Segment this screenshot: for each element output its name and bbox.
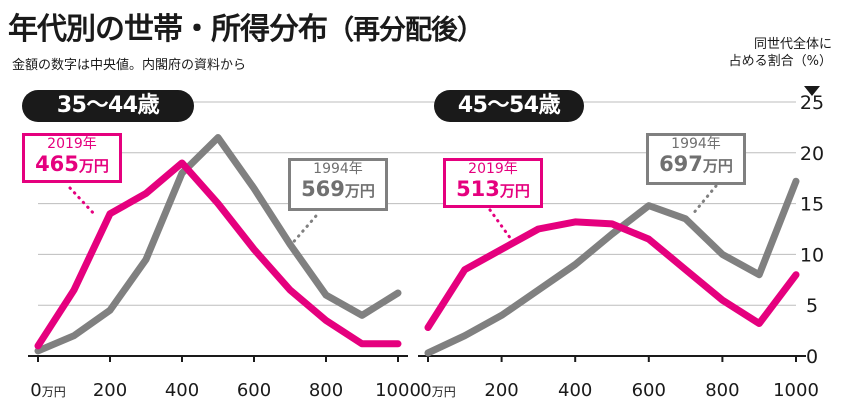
y-axis-arrow-icon — [804, 86, 820, 96]
y-tick-label: 5 — [806, 295, 818, 317]
x-tick-label-left: 600 — [237, 380, 271, 401]
callout-leader-right — [690, 184, 718, 217]
x-tick-label-left: 0万円 — [30, 380, 65, 401]
x-tick-label-right: 200 — [484, 380, 518, 401]
figure-subtitle: 金額の数字は中央値。内閣府の資料から — [12, 58, 247, 73]
callout-leader-right — [488, 208, 518, 248]
x-tick-label-right: 800 — [705, 380, 739, 401]
y-tick-label: 20 — [800, 143, 824, 165]
y-tick-label: 25 — [800, 92, 824, 114]
callout-leader-left — [68, 186, 98, 218]
x-tick-label-left: 1000 — [375, 380, 421, 401]
series-line-1994年-left — [34, 134, 402, 355]
y-tick-label: 10 — [800, 244, 824, 266]
y-tick-label: 0 — [806, 346, 818, 368]
series-line-1994年-right — [424, 177, 800, 357]
callout-leader-left — [288, 214, 318, 248]
y-axis-title: 同世代全体に 占める割合（%） — [728, 37, 832, 69]
y-tick-label: 15 — [800, 194, 824, 216]
median-callout-2019-45-54: 2019年 513万円 — [443, 158, 543, 208]
median-callout-1994-35-44: 1994年 569万円 — [288, 158, 388, 211]
median-callout-2019-35-44: 2019年 465万円 — [22, 133, 122, 183]
x-tick-label-right: 400 — [558, 380, 592, 401]
x-tick-label-left: 400 — [165, 380, 199, 401]
median-callout-1994-45-54: 1994年 697万円 — [646, 133, 746, 185]
x-tick-label-right: 0万円 — [420, 380, 455, 401]
series-line-2019年-right — [424, 218, 800, 332]
panel-title-35-44: 35〜44歳 — [22, 90, 194, 122]
figure-title: 年代別の世帯・所得分布（再分配後） — [8, 12, 484, 47]
x-tick-label-right: 600 — [632, 380, 666, 401]
series-line-2019年-left — [34, 159, 402, 350]
x-tick-label-right: 1000 — [773, 380, 819, 401]
x-tick-label-left: 200 — [93, 380, 127, 401]
x-tick-label-left: 800 — [309, 380, 343, 401]
panel-title-45-54: 45〜54歳 — [434, 90, 584, 122]
